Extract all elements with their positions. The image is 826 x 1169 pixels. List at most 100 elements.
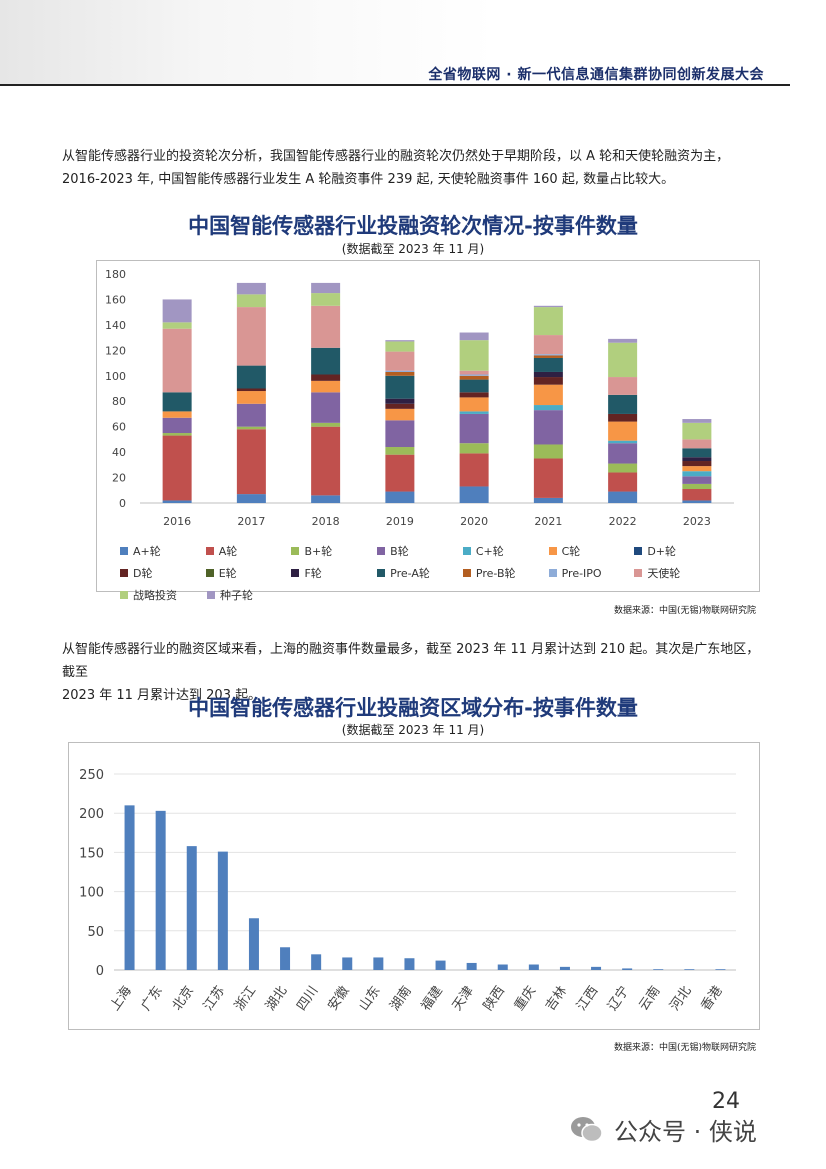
legend-label: E轮 (218, 567, 237, 580)
bar-segment (385, 403, 415, 409)
x-tick-label: 广东 (139, 984, 166, 1014)
chart1-subtitle: (数据截至 2023 年 11 月) (341, 242, 485, 256)
legend-swatch (462, 547, 471, 555)
x-tick-label: 2016 (163, 515, 191, 528)
bar-segment (459, 413, 489, 444)
bar-segment (682, 422, 712, 440)
bar-segment (608, 443, 638, 464)
bar-segment (608, 377, 638, 395)
y-tick-label: 250 (79, 768, 104, 783)
y-tick-label: 150 (79, 846, 104, 861)
region-bar (653, 969, 664, 970)
bar-segment (311, 495, 341, 503)
bar-segment (236, 294, 266, 308)
paragraph-1-line-2: 2016-2023 年, 中国智能传感器行业发生 A 轮融资事件 239 起, … (62, 172, 675, 187)
x-tick-label: 浙江 (232, 984, 259, 1014)
bar-segment (162, 417, 192, 434)
bar-segment (162, 500, 192, 503)
y-tick-label: 60 (112, 421, 126, 434)
x-tick-label: 北京 (170, 984, 197, 1014)
bar-segment (682, 466, 712, 472)
x-tick-label: 湖南 (387, 983, 415, 1013)
region-bar (342, 957, 353, 970)
x-tick-label: 陕西 (481, 984, 508, 1014)
bar-segment (533, 458, 563, 498)
bar-segment (459, 375, 489, 380)
region-bar (155, 810, 166, 970)
legend-item: Pre-IPO (548, 566, 635, 580)
bar-segment (385, 491, 415, 503)
legend-label: C轮 (561, 545, 581, 558)
bar-segment (311, 282, 341, 294)
bar-segment (608, 342, 638, 378)
legend-label: A轮 (218, 545, 238, 558)
legend-item: E轮 (205, 565, 292, 581)
bar-segment (459, 397, 489, 412)
y-tick-label: 0 (96, 964, 104, 979)
bar-segment (533, 305, 563, 308)
bar-segment (385, 447, 415, 455)
bar-segment (682, 476, 712, 484)
bar-segment (608, 394, 638, 414)
bar-segment (385, 341, 415, 352)
legend-swatch (291, 569, 300, 577)
bar-segment (162, 435, 192, 501)
region-bar (684, 969, 695, 970)
legend-row: D轮 E轮 F轮 Pre-A轮 Pre-B轮 Pre-IPO 天使轮 (120, 562, 720, 584)
bar-segment (459, 486, 489, 503)
bar-segment (608, 472, 638, 492)
bar-segment (385, 408, 415, 421)
legend-item: C+轮 (462, 543, 549, 559)
bar-segment (162, 392, 192, 412)
legend-swatch (377, 547, 386, 555)
legend-swatch (205, 547, 214, 555)
legend-label: Pre-B轮 (475, 567, 516, 580)
x-tick-label: 四川 (294, 984, 321, 1014)
bar-segment (533, 357, 563, 372)
bar-segment (385, 370, 415, 372)
bar-segment (385, 375, 415, 399)
legend-swatch (207, 591, 215, 599)
x-tick-label: 上海 (108, 984, 135, 1014)
bar-segment (236, 282, 266, 295)
wechat-icon (570, 1116, 604, 1144)
bar-segment (682, 461, 712, 467)
bar-segment (533, 377, 563, 385)
legend-label: Pre-IPO (561, 566, 602, 580)
x-tick-label: 2023 (683, 515, 711, 528)
bar-segment (162, 322, 192, 329)
bar-segment (236, 307, 266, 366)
bar-segment (459, 443, 489, 454)
region-bar (217, 851, 228, 970)
paragraph-2: 从智能传感器行业的融资区域来看，上海的融资事件数量最多，截至 2023 年 11… (62, 638, 762, 707)
y-tick-label: 0 (119, 497, 126, 510)
paragraph-1: 从智能传感器行业的投资轮次分析，我国智能传感器行业的融资轮次仍然处于早期阶段，以… (62, 145, 762, 191)
chart2-title: 中国智能传感器行业投融资区域分布-按事件数量 (188, 696, 638, 720)
region-bar (528, 964, 539, 970)
bar-segment (608, 491, 638, 503)
header-band (0, 0, 826, 86)
x-tick-label: 安徽 (325, 984, 352, 1014)
chart1-title: 中国智能传感器行业投融资轮次情况-按事件数量 (188, 214, 638, 238)
x-tick-label: 河北 (667, 984, 694, 1014)
bar-segment (533, 405, 563, 411)
y-tick-label: 100 (105, 370, 126, 383)
legend-swatch (205, 569, 214, 577)
legend-label: 战略投资 (133, 589, 177, 602)
bar-segment (311, 347, 341, 375)
bar-segment (236, 494, 266, 503)
region-bar (280, 947, 291, 970)
bar-segment (682, 500, 712, 503)
x-tick-label: 江西 (574, 984, 601, 1014)
y-tick-label: 200 (79, 807, 104, 822)
legend-label: A+轮 (133, 545, 161, 558)
region-bar (124, 805, 135, 970)
legend-row: 战略投资 种子轮 (120, 584, 720, 606)
paragraph-2-line-2: 2023 年 11 月累计达到 203 起。 (62, 688, 262, 703)
region-bar (435, 960, 446, 970)
wechat-label: 公众号 · 侠说 (614, 1118, 757, 1146)
header-rule (0, 84, 790, 86)
bar-segment (682, 448, 712, 458)
legend-item: 天使轮 (634, 565, 720, 581)
bar-segment (459, 370, 489, 375)
